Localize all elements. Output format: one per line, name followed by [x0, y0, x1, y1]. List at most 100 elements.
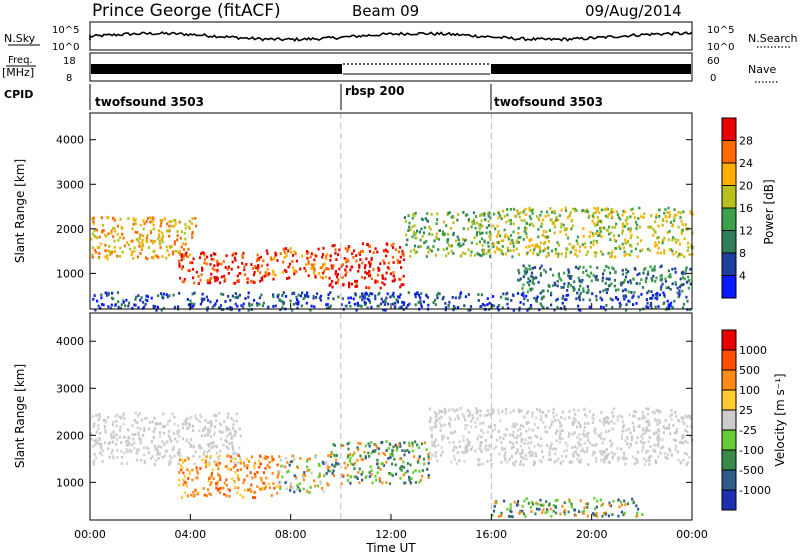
- power-echo-cell: [272, 293, 275, 297]
- velocity-echo-cell: [178, 458, 181, 462]
- velocity-echo-cell: [591, 421, 594, 424]
- power-echo-cell: [567, 274, 570, 278]
- power-echo-cell: [644, 267, 647, 270]
- velocity-echo-cell: [142, 446, 145, 450]
- velocity-echo-cell: [253, 461, 257, 465]
- velocity-echo-cell: [260, 476, 263, 480]
- velocity-echo-cell: [682, 458, 685, 462]
- power-echo-cell: [641, 248, 644, 252]
- velocity-echo-cell: [242, 461, 245, 465]
- power-echo-cell: [250, 263, 253, 266]
- velocity-echo-cell: [435, 415, 438, 418]
- power-echo-cell: [226, 267, 229, 271]
- power-echo-cell: [444, 306, 448, 309]
- velocity-echo-cell: [645, 420, 648, 423]
- power-echo-cell: [222, 260, 225, 263]
- power-echo-cell: [152, 227, 155, 231]
- power-echo-cell: [385, 254, 388, 258]
- power-echo-cell: [680, 230, 683, 234]
- velocity-echo-cell: [137, 433, 141, 437]
- velocity-echo-cell: [120, 450, 123, 453]
- velocity-echo-cell: [555, 511, 558, 515]
- power-echo-cell: [297, 302, 300, 306]
- power-echo-cell: [524, 213, 527, 216]
- power-echo-cell: [206, 281, 210, 285]
- power-echo-cell: [509, 234, 513, 237]
- power-echo-cell: [679, 284, 682, 287]
- nsky-trace: [89, 31, 693, 42]
- velocity-echo-cell: [253, 466, 256, 470]
- velocity-echo-cell: [264, 485, 267, 489]
- velocity-echo-cell: [279, 485, 282, 489]
- power-echo-cell: [435, 222, 438, 225]
- power-echo-cell: [634, 220, 638, 224]
- power-echo-cell: [522, 291, 525, 295]
- velocity-echo-cell: [541, 410, 545, 414]
- velocity-echo-cell: [641, 436, 644, 440]
- velocity-echo-cell: [655, 419, 658, 423]
- velocity-echo-cell: [456, 451, 459, 454]
- power-echo-cell: [436, 293, 439, 297]
- power-echo-cell: [579, 284, 582, 288]
- velocity-echo-cell: [193, 462, 196, 466]
- power-echo-cell: [254, 265, 257, 268]
- power-echo-cell: [680, 232, 683, 235]
- power-echo-cell: [526, 298, 529, 302]
- power-echo-cell: [536, 244, 539, 248]
- velocity-echo-cell: [159, 422, 162, 425]
- power-echo-cell: [511, 239, 514, 242]
- velocity-echo-cell: [634, 457, 637, 461]
- power-echo-cell: [528, 215, 531, 218]
- power-echo-cell: [191, 230, 194, 234]
- velocity-echo-cell: [320, 487, 324, 490]
- power-echo-cell: [331, 279, 334, 283]
- power-echo-cell: [335, 275, 339, 279]
- velocity-echo-cell: [215, 482, 218, 485]
- velocity-echo-cell: [104, 430, 107, 434]
- power-echo-cell: [479, 253, 482, 257]
- velocity-echo-cell: [568, 460, 572, 464]
- velocity-echo-cell: [654, 459, 657, 463]
- cpid-segment-2: rbsp 200: [345, 84, 404, 98]
- velocity-echo-cell: [246, 474, 249, 478]
- velocity-echo-cell: [586, 506, 589, 509]
- velocity-echo-cell: [620, 437, 623, 440]
- power-echo-cell: [506, 249, 510, 253]
- velocity-echo-cell: [219, 437, 222, 441]
- velocity-echo-cell: [337, 462, 340, 466]
- power-echo-cell: [193, 281, 196, 285]
- power-echo-cell: [523, 219, 526, 222]
- velocity-echo-cell: [666, 453, 669, 456]
- velocity-echo-cell: [538, 459, 541, 463]
- velocity-echo-cell: [561, 437, 564, 440]
- velocity-echo-cell: [170, 439, 173, 443]
- power-echo-cell: [349, 268, 352, 272]
- velocity-echo-cell: [438, 421, 441, 425]
- power-echo-cell: [187, 225, 190, 229]
- power-echo-cell: [91, 255, 94, 259]
- velocity-echo-cell: [655, 409, 658, 412]
- power-echo-cell: [328, 276, 331, 280]
- power-echo-cell: [502, 292, 505, 296]
- velocity-echo-cell: [242, 495, 245, 499]
- power-echo-cell: [478, 240, 482, 244]
- power-echo-cell: [141, 244, 144, 248]
- velocity-echo-cell: [130, 449, 133, 453]
- power-echo-cell: [310, 252, 313, 256]
- velocity-echo-cell: [408, 478, 411, 482]
- power-echo-cell: [179, 236, 182, 240]
- power-echo-cell: [378, 291, 381, 295]
- velocity-echo-cell: [591, 443, 594, 447]
- velocity-echo-cell: [560, 454, 564, 458]
- velocity-echo-cell: [207, 427, 210, 431]
- power-echo-cell: [370, 305, 373, 309]
- power-echo-cell: [165, 256, 168, 260]
- velocity-echo-cell: [583, 413, 587, 416]
- power-echo-cell: [95, 228, 98, 232]
- velocity-echo-cell: [388, 482, 392, 486]
- power-echo-cell: [622, 294, 625, 298]
- velocity-echo-cell: [177, 451, 180, 454]
- power-echo-cell: [622, 280, 625, 284]
- power-echo-cell: [98, 252, 101, 255]
- velocity-echo-cell: [441, 434, 444, 438]
